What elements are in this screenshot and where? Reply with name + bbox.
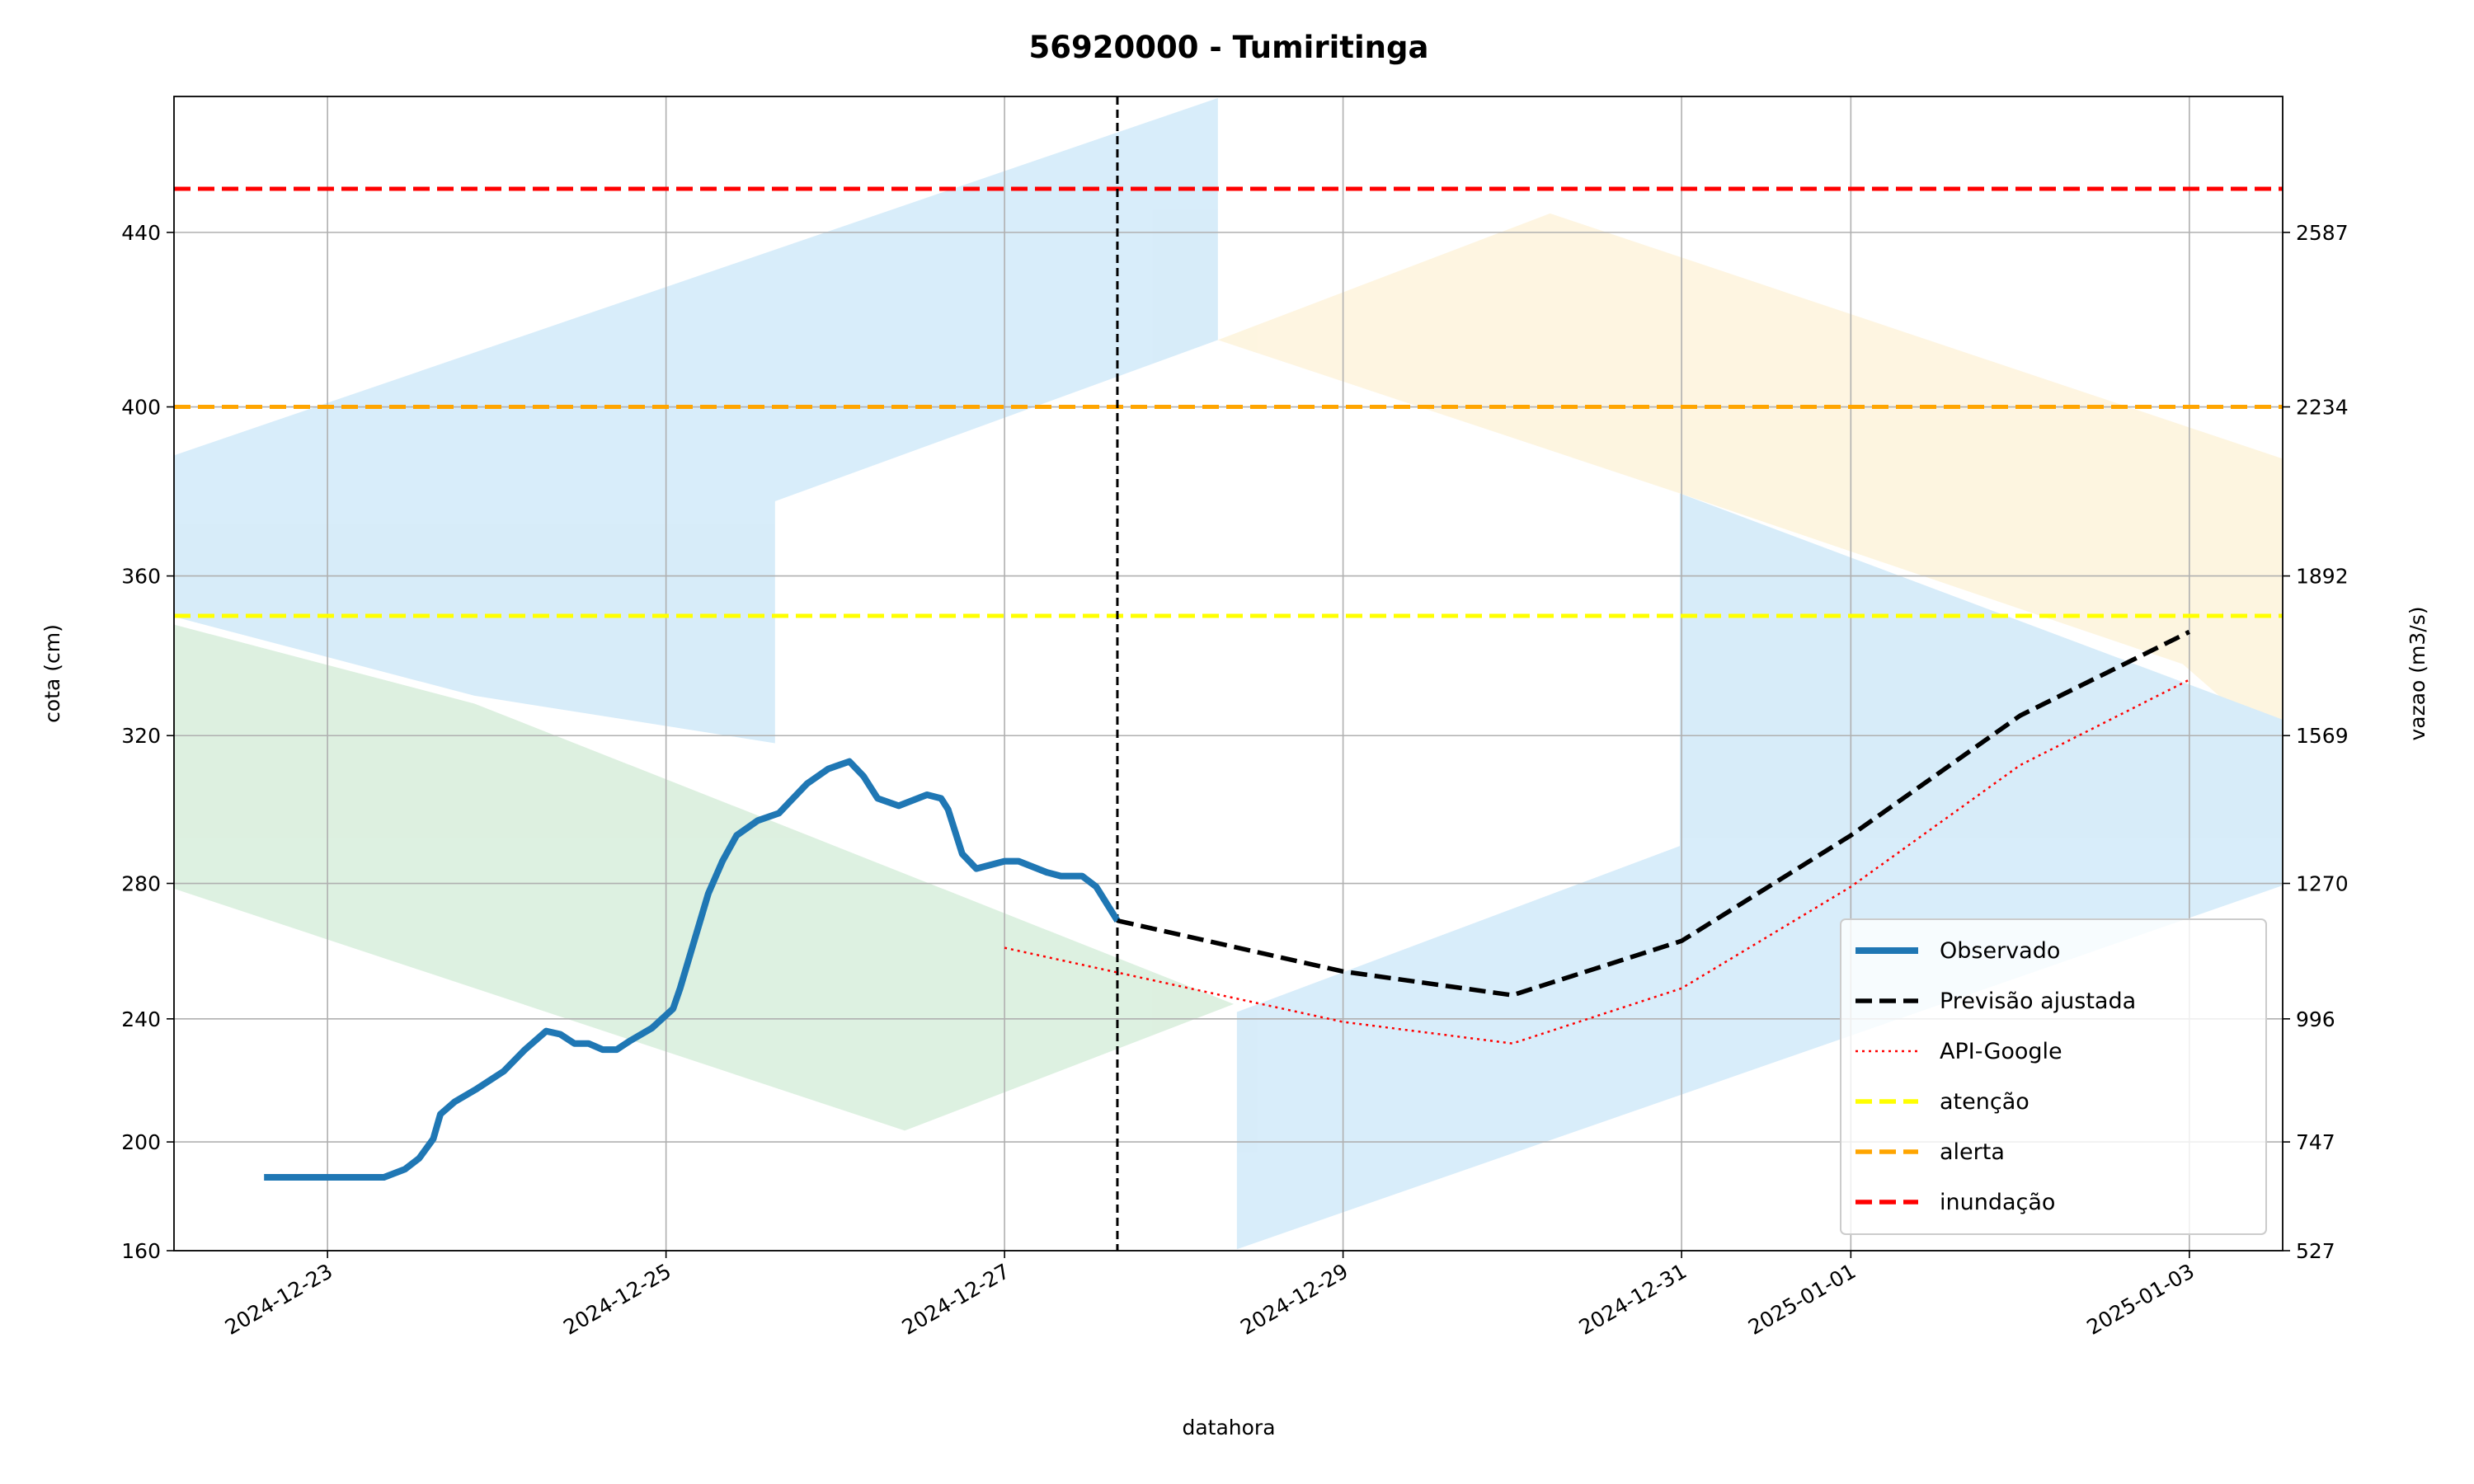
y-axis-label: cota (cm) (40, 624, 64, 723)
y-tick-label: 440 (121, 221, 161, 245)
y2-axis-label: vazao (m3/s) (2406, 606, 2429, 740)
y-tick-label: 160 (121, 1239, 161, 1263)
x-tick-label: 2024-12-29 (1236, 1259, 1352, 1340)
series-line (1117, 629, 2191, 998)
x-tick-label: 2024-12-23 (221, 1259, 336, 1340)
legend-label: alerta (1940, 1139, 2005, 1165)
y2-tick-label: 1270 (2296, 872, 2349, 896)
x-tick-label: 2024-12-27 (898, 1259, 1014, 1340)
y-tick-label: 240 (121, 1007, 161, 1031)
y2-tick-label: 1892 (2296, 565, 2349, 589)
y2-tick-label: 2587 (2296, 221, 2349, 245)
y-tick-label: 200 (121, 1130, 161, 1154)
axes-frame (173, 96, 2284, 1252)
y2-tick-label: 996 (2296, 1007, 2335, 1031)
legend-label: Previsão ajustada (1940, 989, 2136, 1014)
x-tick-label: 2024-12-31 (1575, 1259, 1691, 1340)
y2-tick-label: 1569 (2296, 724, 2349, 748)
x-axis-label: datahora (1182, 1416, 1275, 1439)
x-tick-label: 2025-01-01 (1744, 1259, 1860, 1340)
legend-label: Observado (1940, 938, 2060, 964)
legend-label: inundação (1940, 1190, 2055, 1215)
y-tick-label: 360 (121, 565, 161, 589)
legend-label: API-Google (1940, 1039, 2062, 1064)
y-tick-label: 280 (121, 872, 161, 896)
chart-title: 56920000 - Tumiritinga (1029, 30, 1429, 65)
y2-tick-label: 747 (2296, 1130, 2335, 1154)
y2-tick-label: 2234 (2296, 396, 2349, 420)
x-tick-label: 2024-12-25 (559, 1259, 675, 1340)
y-tick-label: 400 (121, 396, 161, 420)
x-tick-label: 2025-01-03 (2082, 1259, 2198, 1340)
y2-tick-label: 527 (2296, 1239, 2335, 1263)
watermark (173, 97, 2283, 1250)
legend-label: atenção (1940, 1089, 2030, 1115)
plot (174, 96, 2283, 1251)
legend: Observado Previsão ajustada API-Google aten… (1840, 918, 2267, 1235)
series-line (264, 758, 1121, 1181)
y-tick-label: 320 (121, 724, 161, 748)
legend-box (1840, 918, 2267, 1235)
